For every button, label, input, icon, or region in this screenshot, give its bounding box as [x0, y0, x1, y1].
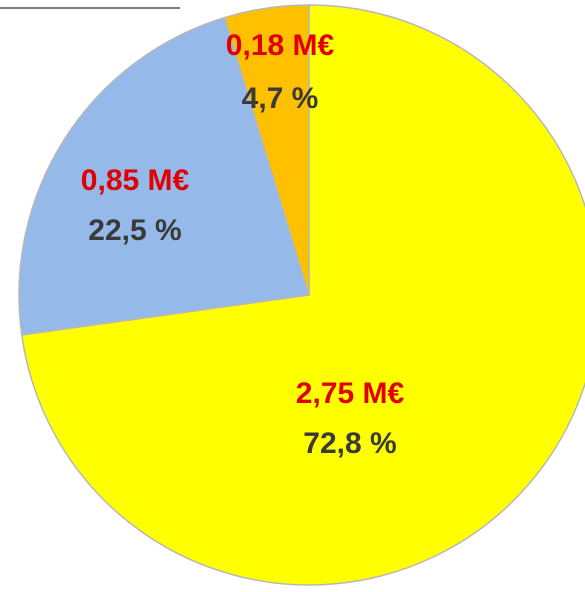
amount-label: 0,18 M€ — [226, 29, 335, 62]
pie-slice — [18, 16, 310, 336]
percent-label: 22,5 % — [88, 214, 181, 247]
percent-label: 4,7 % — [242, 82, 319, 115]
amount-label: 2,75 M€ — [296, 377, 405, 410]
labels: 2,75 M€ 72,8 % 0,85 M€ 22,5 % 0,18 M€ 4,7 % — [81, 29, 405, 460]
pie-slice — [20, 4, 585, 586]
pie — [18, 4, 585, 586]
amount-label: 0,85 M€ — [81, 164, 190, 197]
pie-slice — [223, 4, 310, 296]
percent-label: 72,8 % — [303, 427, 396, 460]
